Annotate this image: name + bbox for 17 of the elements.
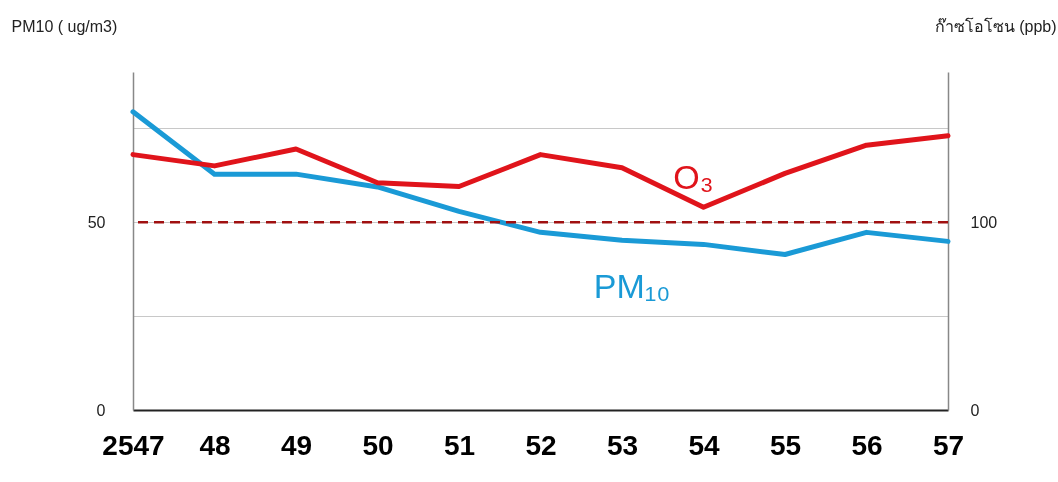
x-tick-label: 50	[362, 429, 394, 461]
x-tick-label: 56	[851, 429, 883, 461]
series-label: PM₁₀	[593, 267, 671, 306]
x-tick-label: 2547	[102, 429, 165, 461]
x-tick-label: 54	[688, 429, 720, 461]
x-tick-label: 48	[199, 429, 231, 461]
x-tick-label: 52	[525, 429, 557, 461]
y2-tick-label: 100	[970, 213, 998, 231]
x-tick-label: 51	[443, 429, 476, 461]
x-tick-label: 55	[769, 429, 802, 461]
series-label: O₃	[673, 158, 714, 197]
y-axis-title: PM10 ( ug/m3)	[11, 17, 118, 35]
x-tick-label: 57	[932, 429, 965, 461]
y2-axis-title: ก๊าซโอโซน (ppb)	[934, 16, 1057, 35]
x-tick-label: 49	[280, 429, 313, 461]
x-tick-label: 53	[606, 429, 639, 461]
y2-tick-label: 0	[970, 401, 980, 419]
